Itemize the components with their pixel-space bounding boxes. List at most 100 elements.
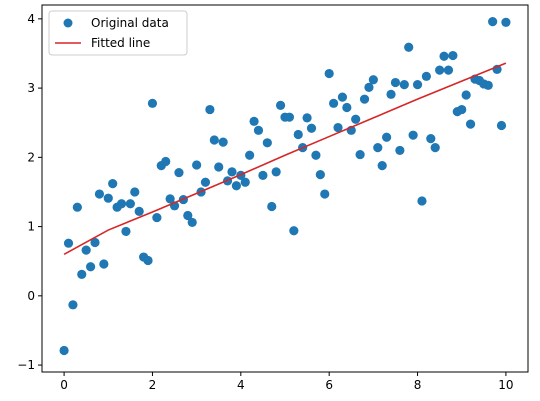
data-point [183, 210, 193, 221]
data-point [435, 65, 445, 75]
x-axis: 0 2 4 6 8 10 [60, 372, 514, 392]
data-point [209, 135, 219, 145]
data-point [77, 269, 87, 279]
data-point [483, 80, 493, 90]
data-point [81, 245, 91, 255]
legend: Original data Fitted line [48, 10, 188, 56]
y-tick-label: 2 [27, 150, 35, 164]
data-point [443, 65, 454, 75]
data-point [249, 116, 259, 126]
data-point [165, 194, 175, 204]
data-point [408, 130, 418, 140]
data-point [240, 177, 250, 187]
data-point [465, 119, 476, 129]
data-point [359, 94, 370, 104]
data-point [147, 98, 158, 108]
data-point [86, 262, 96, 272]
data-point [267, 201, 277, 212]
x-tick-label: 6 [325, 378, 333, 392]
data-point [121, 226, 131, 237]
data-point [448, 50, 458, 61]
y-tick-label: 3 [27, 81, 35, 95]
data-point [395, 145, 405, 156]
data-point [134, 206, 144, 216]
y-axis: −1 0 1 2 3 4 [17, 12, 42, 372]
data-point [302, 113, 312, 123]
data-point [200, 177, 211, 187]
data-point [386, 89, 396, 99]
data-point [103, 193, 113, 203]
data-point [161, 156, 171, 167]
data-point [311, 150, 321, 160]
data-point [72, 202, 82, 212]
data-point [417, 196, 427, 206]
data-point [496, 120, 507, 131]
data-point [130, 187, 140, 197]
data-point [439, 51, 449, 61]
x-tick-label: 0 [60, 378, 68, 392]
data-point [63, 238, 74, 248]
data-point [231, 181, 241, 191]
data-point [275, 100, 286, 111]
y-tick-label: 1 [27, 220, 35, 234]
data-point [377, 161, 387, 171]
data-point [488, 17, 498, 27]
data-point [404, 42, 414, 52]
data-point [461, 90, 471, 100]
data-point [421, 71, 431, 81]
data-point [143, 255, 153, 266]
data-point [333, 122, 343, 133]
data-point [192, 160, 202, 170]
data-point [90, 237, 100, 248]
data-point [368, 75, 378, 85]
data-point [399, 80, 409, 90]
data-point [258, 170, 268, 180]
axes-frame [41, 4, 529, 373]
plot-area [59, 17, 511, 356]
data-point [174, 167, 184, 178]
data-point [289, 226, 299, 236]
legend-label-original-data: Original data [91, 16, 169, 30]
data-point [315, 170, 325, 180]
legend-box [48, 10, 188, 56]
data-point [245, 150, 255, 160]
legend-marker-original-data [63, 18, 73, 28]
y-tick-label: 4 [27, 12, 35, 26]
x-tick-label: 2 [149, 378, 157, 392]
data-point [108, 179, 118, 189]
fitted-line [63, 62, 507, 255]
data-point [227, 167, 237, 177]
data-point [293, 129, 303, 140]
data-point [373, 143, 383, 153]
data-point [382, 132, 392, 142]
data-point [364, 82, 374, 92]
data-point [116, 199, 127, 209]
x-tick-label: 10 [498, 378, 513, 392]
data-point [187, 217, 197, 228]
data-point [262, 138, 272, 148]
data-point [205, 104, 215, 115]
data-point [94, 189, 105, 199]
data-point [430, 143, 440, 153]
x-tick-label: 4 [237, 378, 245, 392]
data-point [125, 199, 135, 209]
x-tick-label: 8 [414, 378, 422, 392]
data-point [284, 112, 295, 122]
data-point [306, 123, 317, 133]
data-point [351, 114, 361, 124]
data-point [355, 149, 365, 160]
data-point [68, 300, 78, 310]
y-tick-label: 0 [27, 289, 35, 303]
data-point [152, 212, 162, 223]
data-point [214, 162, 224, 172]
data-point [337, 92, 348, 102]
data-point [218, 137, 228, 147]
data-point [59, 345, 69, 356]
data-point [412, 80, 423, 90]
data-point [324, 68, 334, 79]
data-point [271, 167, 281, 177]
data-point [501, 17, 511, 27]
legend-label-fitted-line: Fitted line [91, 36, 150, 50]
